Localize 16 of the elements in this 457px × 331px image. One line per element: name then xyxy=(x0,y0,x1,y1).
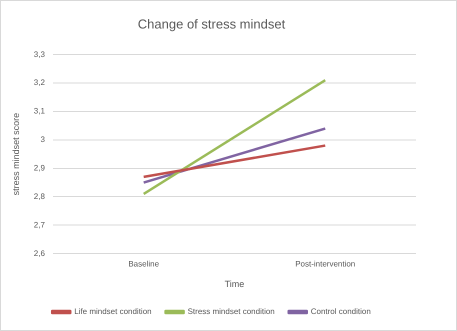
y-tick-label: 2,7 xyxy=(34,220,46,230)
y-tick-label: 3 xyxy=(40,135,46,144)
legend-label: Stress mindset condition xyxy=(188,307,275,316)
x-tick-label: Post-intervention xyxy=(295,260,356,269)
legend-label: Life mindset condition xyxy=(74,307,152,316)
x-tick-label: Baseline xyxy=(128,260,160,269)
y-tick-label: 2,9 xyxy=(34,164,46,173)
y-axis-title: stress mindset score xyxy=(10,112,21,196)
legend-label: Control condition xyxy=(310,307,371,316)
y-tick-label: 2,8 xyxy=(34,192,46,201)
chart-title: Change of stress mindset xyxy=(138,16,286,32)
y-tick-label: 2,6 xyxy=(34,248,46,258)
y-tick-label: 3,3 xyxy=(34,50,46,59)
x-axis-title: Time xyxy=(224,279,244,290)
y-tick-label: 3,2 xyxy=(34,78,46,88)
y-tick-label: 3,1 xyxy=(34,106,46,116)
